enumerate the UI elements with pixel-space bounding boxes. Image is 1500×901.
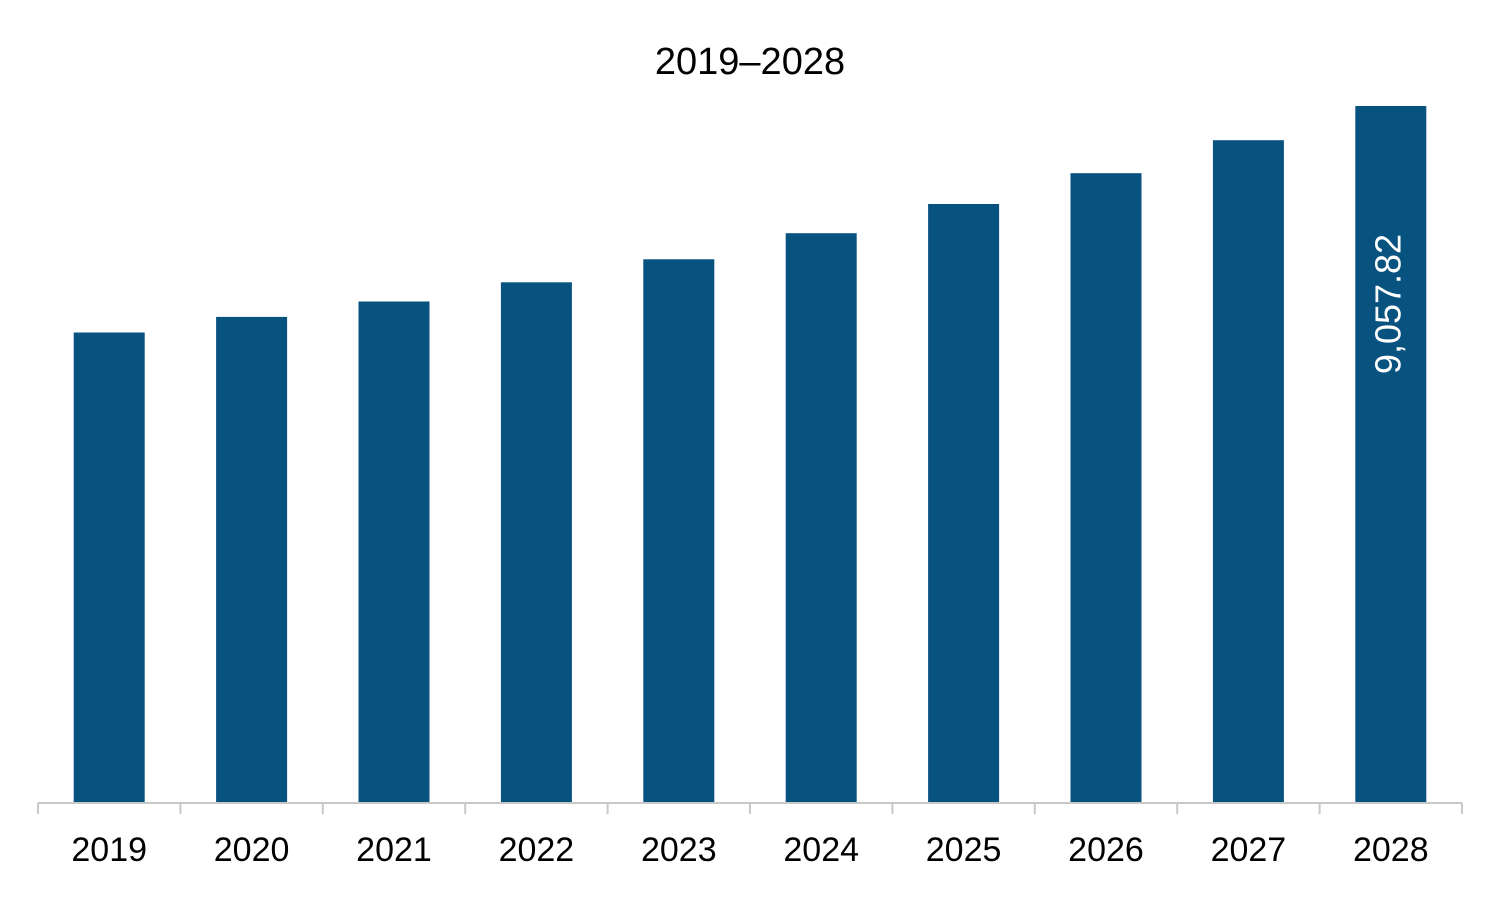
bar-2020 [216, 316, 288, 802]
bar-2027 [1212, 140, 1284, 802]
x-tick-label-2019: 2019 [71, 831, 147, 869]
bar-2021 [358, 301, 430, 802]
bar-2028 [1355, 106, 1427, 802]
data-label-2028: 9,057.82 [1367, 234, 1408, 374]
x-tick-labels: 2019 2020 2021 2022 2023 2024 2025 2026 2027 2028 [71, 831, 1428, 869]
x-tick-label-2024: 2024 [783, 831, 859, 869]
bar-2024 [785, 233, 857, 802]
x-tick-label-2022: 2022 [499, 831, 575, 869]
x-tick-label-2026: 2026 [1068, 831, 1144, 869]
bar-2025 [928, 204, 1000, 802]
x-tick-label-2021: 2021 [356, 831, 432, 869]
bar-2026 [1070, 173, 1142, 802]
x-tick-label-2023: 2023 [641, 831, 717, 869]
x-tick-label-2028: 2028 [1353, 831, 1429, 869]
bar-2022 [500, 282, 572, 802]
x-tick-label-2027: 2027 [1211, 831, 1287, 869]
x-tick-label-2025: 2025 [926, 831, 1002, 869]
x-tick-label-2020: 2020 [214, 831, 290, 869]
bar-2019 [73, 332, 145, 802]
bar-2023 [643, 259, 715, 802]
bars-layer [73, 106, 1427, 802]
chart-title: 2019–2028 [655, 41, 845, 83]
data-labels: 9,057.82 [1367, 234, 1408, 374]
x-axis [37, 802, 1463, 814]
